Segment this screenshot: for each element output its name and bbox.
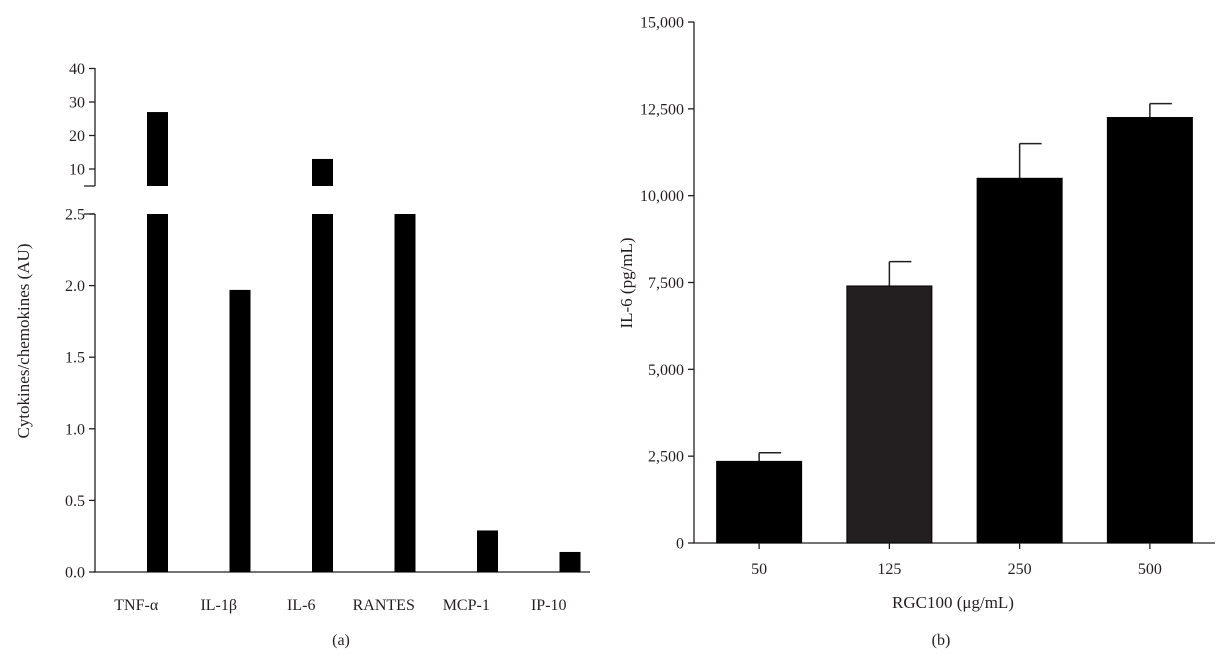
panel-a-y-axis-label: Cytokines/chemokines (AU) [14,244,33,439]
bar-tnf-lower [147,214,168,572]
panel-a-ytick-label: 0.5 [65,493,85,510]
panel-b-ytick-label: 7,500 [648,275,684,292]
panel-a-category-label: MCP-1 [443,597,490,614]
panel-b-category-label: 125 [877,561,901,578]
panel-b-y-ticks: 0 2,500 5,000 7,500 10,000 12,500 15,000 [640,15,694,553]
panel-a-ytick-label: 0.0 [65,565,85,582]
panel-a-y-ticks: 0.0 0.5 1.0 1.5 2.0 2.5 10 20 30 40 [65,61,95,582]
bar-250 [976,177,1063,544]
panel-a-cytokines-chart: 0.0 0.5 1.0 1.5 2.0 2.5 10 20 30 40 TNF-α IL-1β IL-… [14,61,590,649]
bar-il-6-lower [312,214,333,572]
panel-a-bars [147,112,581,572]
panel-b-ytick-label: 12,500 [640,101,684,118]
panel-a-category-label: IL-1β [200,597,237,614]
panel-a-ytick-label: 2.0 [65,278,85,295]
panel-a-category-label: IP-10 [531,597,567,614]
panel-b-y-axis-label: IL-6 (pg/mL) [617,237,636,328]
bar-mcp-1 [477,530,498,572]
panel-a-ytick-label: 30 [69,95,85,112]
panel-b-label: (b) [932,632,951,649]
bar-tnf-upper [147,112,168,186]
panel-a-category-label: IL-6 [287,597,315,614]
panel-a-category-label: TNF-α [114,597,159,614]
bar-500 [1106,117,1193,544]
panel-b-ytick-label: 5,000 [648,362,684,379]
bar-50 [716,460,803,544]
panel-a-ytick-label: 10 [69,162,85,179]
panel-b-x-axis-label: RGC100 (μg/mL) [892,593,1014,612]
panel-a-ytick-label: 20 [69,128,85,145]
panel-b-ytick-label: 15,000 [640,15,684,32]
panel-a-label: (a) [332,632,350,649]
panel-b-category-label: 500 [1138,561,1162,578]
panel-a-x-ticks: TNF-α IL-1β IL-6 RANTES MCP-1 IP-10 [114,597,566,614]
panel-a-ytick-label: 1.0 [65,421,85,438]
panel-a-ytick-label: 2.5 [65,207,85,224]
panel-b-ytick-label: 2,500 [648,449,684,466]
panel-b-ytick-label: 10,000 [640,188,684,205]
panel-b-category-label: 50 [751,561,767,578]
bar-il-1 [229,289,251,572]
bar-il-6-upper [312,158,333,186]
bar-125 [846,285,933,544]
panel-b-category-label: 250 [1008,561,1032,578]
panel-b-x-ticks: 50 125 250 500 [751,543,1162,578]
panel-b-bars [716,102,1193,544]
bar-ip-10 [559,551,581,572]
panel-a-category-label: RANTES [353,597,415,614]
panel-a-ytick-label: 40 [69,61,85,78]
panel-a-ytick-label: 1.5 [65,350,85,367]
panel-b-ytick-label: 0 [676,536,684,553]
bar-rantes-lower [394,214,416,572]
panel-a-axes-lower [94,214,590,573]
panel-b-il6-chart: 0 2,500 5,000 7,500 10,000 12,500 15,000 50 125… [617,15,1215,649]
